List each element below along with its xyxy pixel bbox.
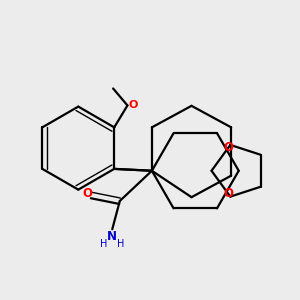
- Text: H: H: [117, 238, 124, 249]
- Text: N: N: [107, 230, 117, 243]
- Text: H: H: [100, 238, 108, 249]
- Text: O: O: [82, 187, 92, 200]
- Text: O: O: [224, 141, 233, 154]
- Text: O: O: [224, 187, 233, 200]
- Text: O: O: [129, 100, 138, 110]
